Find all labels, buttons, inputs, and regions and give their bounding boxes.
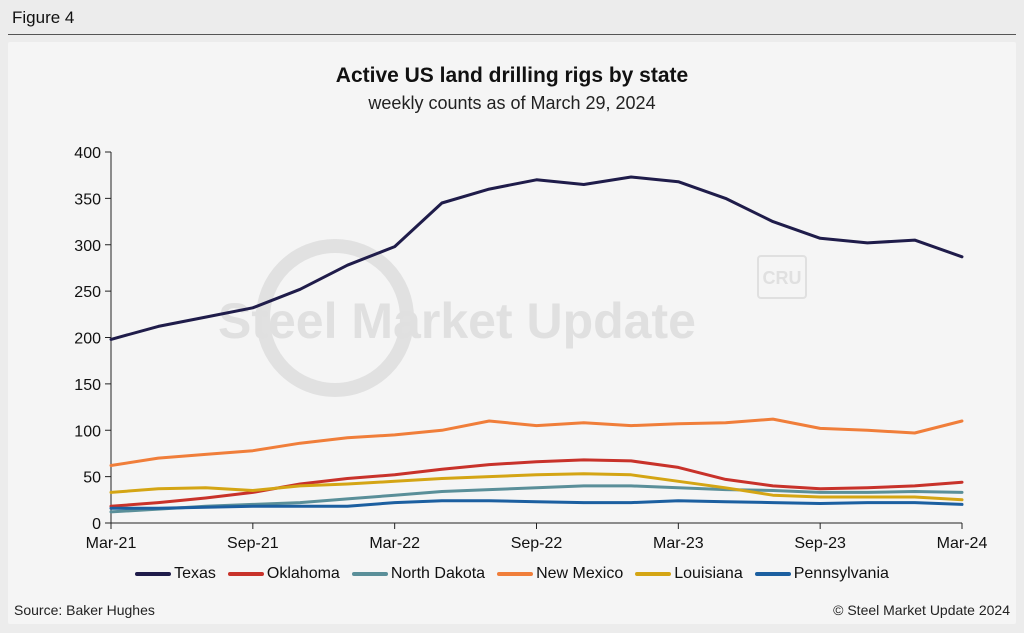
- y-tick-label: 0: [92, 516, 101, 533]
- legend-label: Oklahoma: [266, 565, 340, 582]
- series-line-new-mexico: [109, 417, 964, 467]
- y-tick-label: 200: [74, 331, 101, 348]
- x-tick-label: Mar-23: [653, 535, 704, 552]
- x-tick-label: Mar-21: [86, 535, 137, 552]
- legend-item: North Dakota: [351, 565, 486, 583]
- series-line-texas: [109, 175, 964, 341]
- header-rule: [8, 34, 1016, 35]
- series-line-oklahoma: [109, 458, 964, 508]
- chart-series: [109, 175, 964, 514]
- x-tick-label: Mar-22: [369, 535, 420, 552]
- y-tick-label: 150: [74, 377, 101, 394]
- legend-label: Texas: [174, 565, 216, 582]
- legend-swatch: [351, 572, 388, 576]
- legend-item: Pennsylvania: [754, 565, 889, 583]
- y-tick-label: 50: [83, 470, 101, 487]
- figure-label: Figure 4: [12, 8, 75, 27]
- series-line-pennsylvania: [109, 499, 964, 510]
- legend-label: New Mexico: [536, 565, 624, 582]
- chart-axes: 0 50 100 150 200 250 300 350 400 Mar-21 Sep-21 Mar-…: [74, 145, 987, 552]
- watermark-text: Steel Market Update: [218, 293, 696, 349]
- chart-title: Active US land drilling rigs by state: [335, 64, 689, 87]
- legend-swatch: [635, 572, 672, 576]
- x-tick-label: Mar-24: [937, 535, 988, 552]
- watermark-badge-text: CRU: [763, 268, 802, 288]
- chart-subtitle: weekly counts as of March 29, 2024: [368, 93, 656, 113]
- watermark-badge-box: [757, 255, 807, 299]
- legend-label: North Dakota: [390, 565, 486, 582]
- y-tick-label: 100: [74, 423, 101, 440]
- series-line-louisiana: [109, 472, 964, 502]
- x-tick-label: Sep-21: [227, 535, 279, 552]
- legend-item: Oklahoma: [227, 565, 340, 583]
- legend-item: Texas: [135, 565, 216, 583]
- y-tick-label: 400: [74, 145, 101, 162]
- legend-label: Pennsylvania: [793, 565, 889, 582]
- legend-swatch: [497, 572, 534, 576]
- chart-panel: [8, 42, 1016, 624]
- legend-swatch: [227, 572, 264, 576]
- y-tick-label: 300: [74, 238, 101, 255]
- y-tick-label: 350: [74, 191, 101, 208]
- x-tick-label: Sep-22: [511, 535, 563, 552]
- legend-swatch: [135, 572, 172, 576]
- chart-legend: Texas Oklahoma North Dakota New Mexico Louis…: [0, 565, 1024, 583]
- x-tick-label: Sep-23: [794, 535, 846, 552]
- watermark: Steel Market Update CRU: [218, 239, 807, 397]
- y-tick-label: 250: [74, 284, 101, 301]
- legend-item: New Mexico: [497, 565, 623, 583]
- legend-label: Louisiana: [674, 565, 743, 582]
- source-note: Source: Baker Hughes: [14, 602, 155, 618]
- legend-item: Louisiana: [635, 565, 743, 583]
- watermark-swoosh: [256, 239, 414, 397]
- copyright-note: © Steel Market Update 2024: [833, 602, 1010, 618]
- legend-swatch: [754, 572, 791, 576]
- series-line-north-dakota: [109, 484, 964, 514]
